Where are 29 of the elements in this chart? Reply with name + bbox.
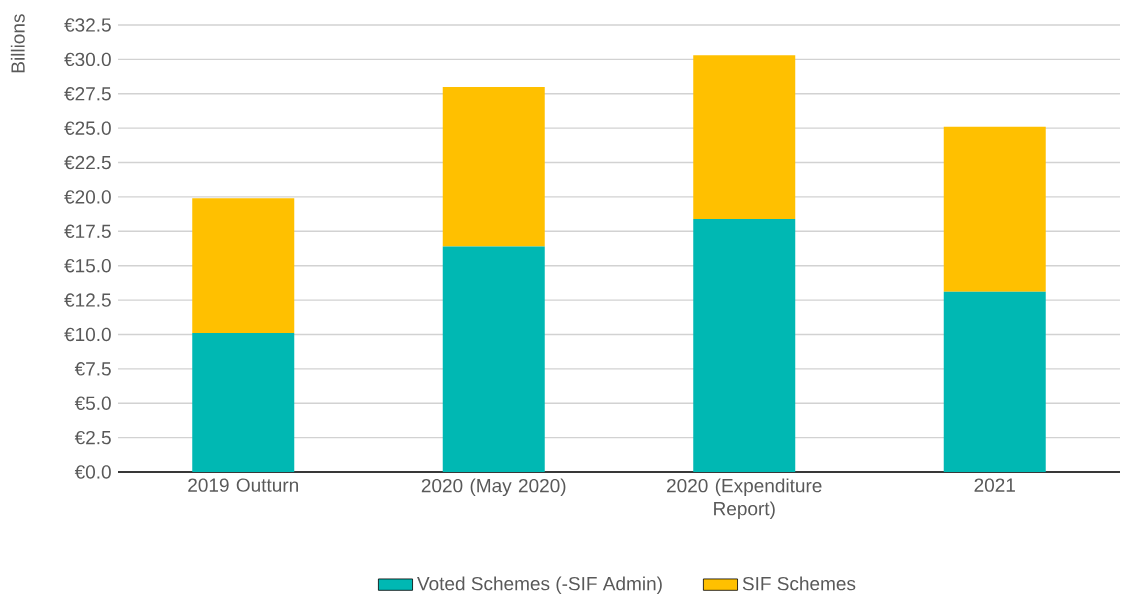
y-tick-label: €27.5	[64, 87, 111, 101]
y-tick-label: €25.0	[64, 121, 111, 135]
bar	[943, 126, 1046, 292]
y-tick-label: €7.5	[74, 362, 111, 376]
bar	[943, 291, 1046, 472]
bar	[442, 86, 545, 247]
y-tick-label: €17.5	[64, 224, 111, 239]
y-tick-label: €30.0	[64, 52, 111, 67]
y-tick-label: €10.0	[64, 327, 111, 342]
bar	[442, 246, 545, 472]
x-tick-label: 2020 (Expenditure Report)	[667, 478, 822, 520]
bar	[192, 198, 295, 334]
y-tick-label: €32.5	[64, 18, 111, 32]
y-tick-label: €2.5	[74, 430, 111, 445]
bar	[693, 218, 796, 472]
bar	[192, 333, 295, 472]
y-tick-label: €0.0	[74, 465, 111, 479]
x-tick-label: 2019 Outturn	[188, 478, 298, 492]
legend-label: SIF Schemes	[742, 576, 856, 591]
y-tick-label: €15.0	[64, 258, 111, 273]
y-tick-label: €12.5	[64, 293, 111, 307]
y-tick-label: €20.0	[64, 190, 111, 204]
legend-label: Voted Schemes (-SIF Admin)	[417, 576, 662, 595]
x-tick-label: 2021	[974, 478, 1015, 492]
x-tick-label: 2020 (May 2020)	[421, 478, 566, 497]
y-tick-label: €22.5	[64, 155, 111, 170]
bar	[693, 55, 796, 219]
y-tick-label: €5.0	[74, 396, 111, 410]
y-axis-title: Billions	[10, 14, 25, 73]
